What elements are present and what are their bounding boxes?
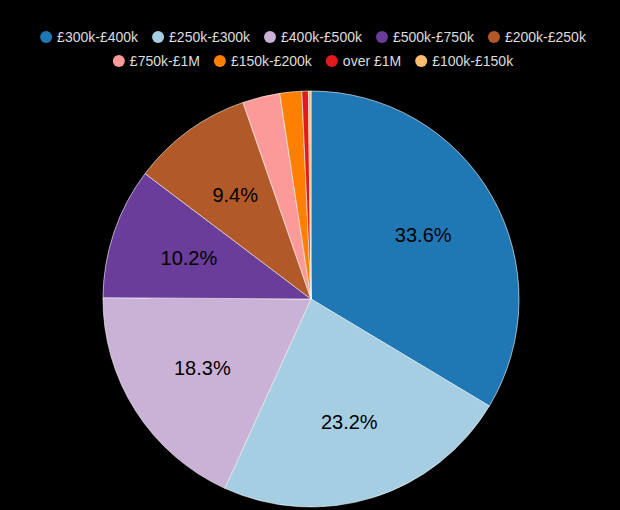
slice: [308, 91, 311, 299]
legend-item: £400k-£500k: [264, 29, 363, 45]
legend-label: £250k-£300k: [169, 29, 251, 45]
pie: [103, 91, 519, 507]
legend-swatch: [152, 31, 164, 43]
legend-item: £150k-£200k: [214, 53, 313, 69]
data-label: 18.3%: [174, 357, 231, 379]
legend-swatch: [376, 31, 388, 43]
legend-swatch: [40, 31, 52, 43]
data-label: 33.6%: [395, 224, 452, 246]
legend-item: £500k-£750k: [376, 29, 475, 45]
legend-item: £100k-£150k: [415, 53, 514, 69]
legend-label: £150k-£200k: [231, 53, 313, 69]
slice: [302, 91, 311, 299]
legend-item: £300k-£400k: [40, 29, 139, 45]
data-label: 23.2%: [321, 411, 378, 433]
legend: £300k-£400k £250k-£300k £400k-£500k £500k-£…: [40, 29, 587, 69]
data-labels: 33.6% 23.2% 18.3% 10.2% 9.4%: [161, 184, 452, 433]
legend-label: £500k-£750k: [393, 29, 475, 45]
legend-label: £750k-£1M: [130, 53, 200, 69]
legend-swatch: [326, 55, 338, 67]
legend-swatch: [214, 55, 226, 67]
legend-swatch: [264, 31, 276, 43]
legend-swatch: [415, 55, 427, 67]
legend-item: over £1M: [326, 53, 401, 69]
background: [0, 0, 620, 510]
legend-label: £300k-£400k: [57, 29, 139, 45]
legend-item: £200k-£250k: [488, 29, 587, 45]
legend-label: over £1M: [343, 53, 401, 69]
legend-label: £200k-£250k: [505, 29, 587, 45]
data-label: 10.2%: [161, 247, 218, 269]
legend-swatch: [488, 31, 500, 43]
legend-label: £100k-£150k: [432, 53, 514, 69]
slice: [103, 298, 311, 489]
slice: [280, 91, 311, 299]
legend-item: £750k-£1M: [113, 53, 200, 69]
chart: £300k-£400k £250k-£300k £400k-£500k £500k-£…: [0, 0, 620, 510]
legend-label: £400k-£500k: [281, 29, 363, 45]
legend-swatch: [113, 55, 125, 67]
legend-item: £250k-£300k: [152, 29, 251, 45]
data-label: 9.4%: [212, 184, 258, 206]
